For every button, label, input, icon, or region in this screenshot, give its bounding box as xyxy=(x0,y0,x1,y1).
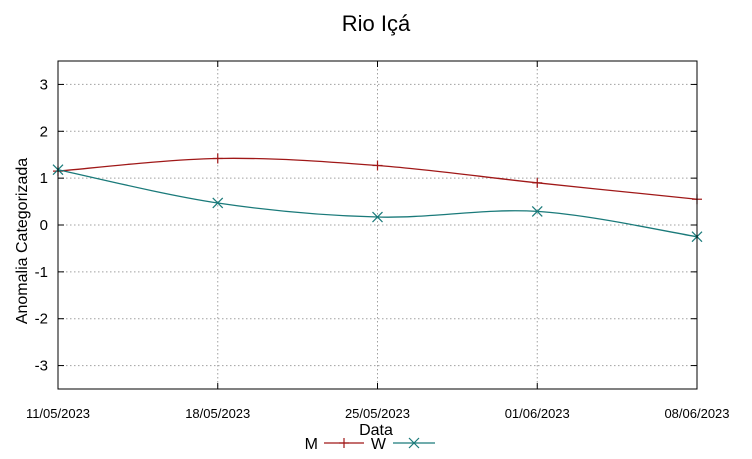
y-tick-label: 3 xyxy=(40,76,48,93)
x-tick-label: 01/06/2023 xyxy=(505,406,570,421)
x-tick-label: 18/05/2023 xyxy=(185,406,250,421)
grid-lines xyxy=(58,61,697,389)
y-tick-label: 0 xyxy=(40,217,48,234)
y-tick-label: -2 xyxy=(35,311,48,328)
x-tick-label: 08/06/2023 xyxy=(664,406,729,421)
x-axis-label: Data xyxy=(359,422,393,439)
x-tick-label: 25/05/2023 xyxy=(345,406,410,421)
legend-label-m: M xyxy=(305,436,318,453)
series-w-point xyxy=(372,211,383,223)
y-tick-label: 1 xyxy=(40,170,48,187)
y-tick-label: -1 xyxy=(35,264,48,281)
series-w-point xyxy=(531,205,543,217)
axis-ticks: 3 2 1 0 -1 -2 -3 11/05/2023 18/05/2023 25/05/2023… xyxy=(26,61,730,421)
legend-marker-w xyxy=(408,437,420,449)
y-tick-label: -3 xyxy=(35,358,48,375)
y-axis-label: Anomalia Categorizada xyxy=(14,158,31,324)
legend-label-w: W xyxy=(371,436,387,453)
series-layer xyxy=(52,153,703,243)
y-tick-label: 2 xyxy=(40,123,48,140)
chart-title: Rio Içá xyxy=(342,11,411,36)
series-w-point xyxy=(212,197,224,209)
x-tick-label: 11/05/2023 xyxy=(26,406,90,421)
series-w-line xyxy=(57,169,698,238)
